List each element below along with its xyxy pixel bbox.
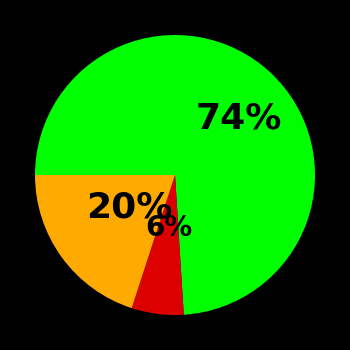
Wedge shape	[35, 175, 175, 308]
Text: 74%: 74%	[196, 102, 282, 136]
Text: 6%: 6%	[145, 214, 192, 242]
Text: 20%: 20%	[86, 191, 173, 225]
Wedge shape	[35, 35, 315, 315]
Wedge shape	[132, 175, 184, 315]
